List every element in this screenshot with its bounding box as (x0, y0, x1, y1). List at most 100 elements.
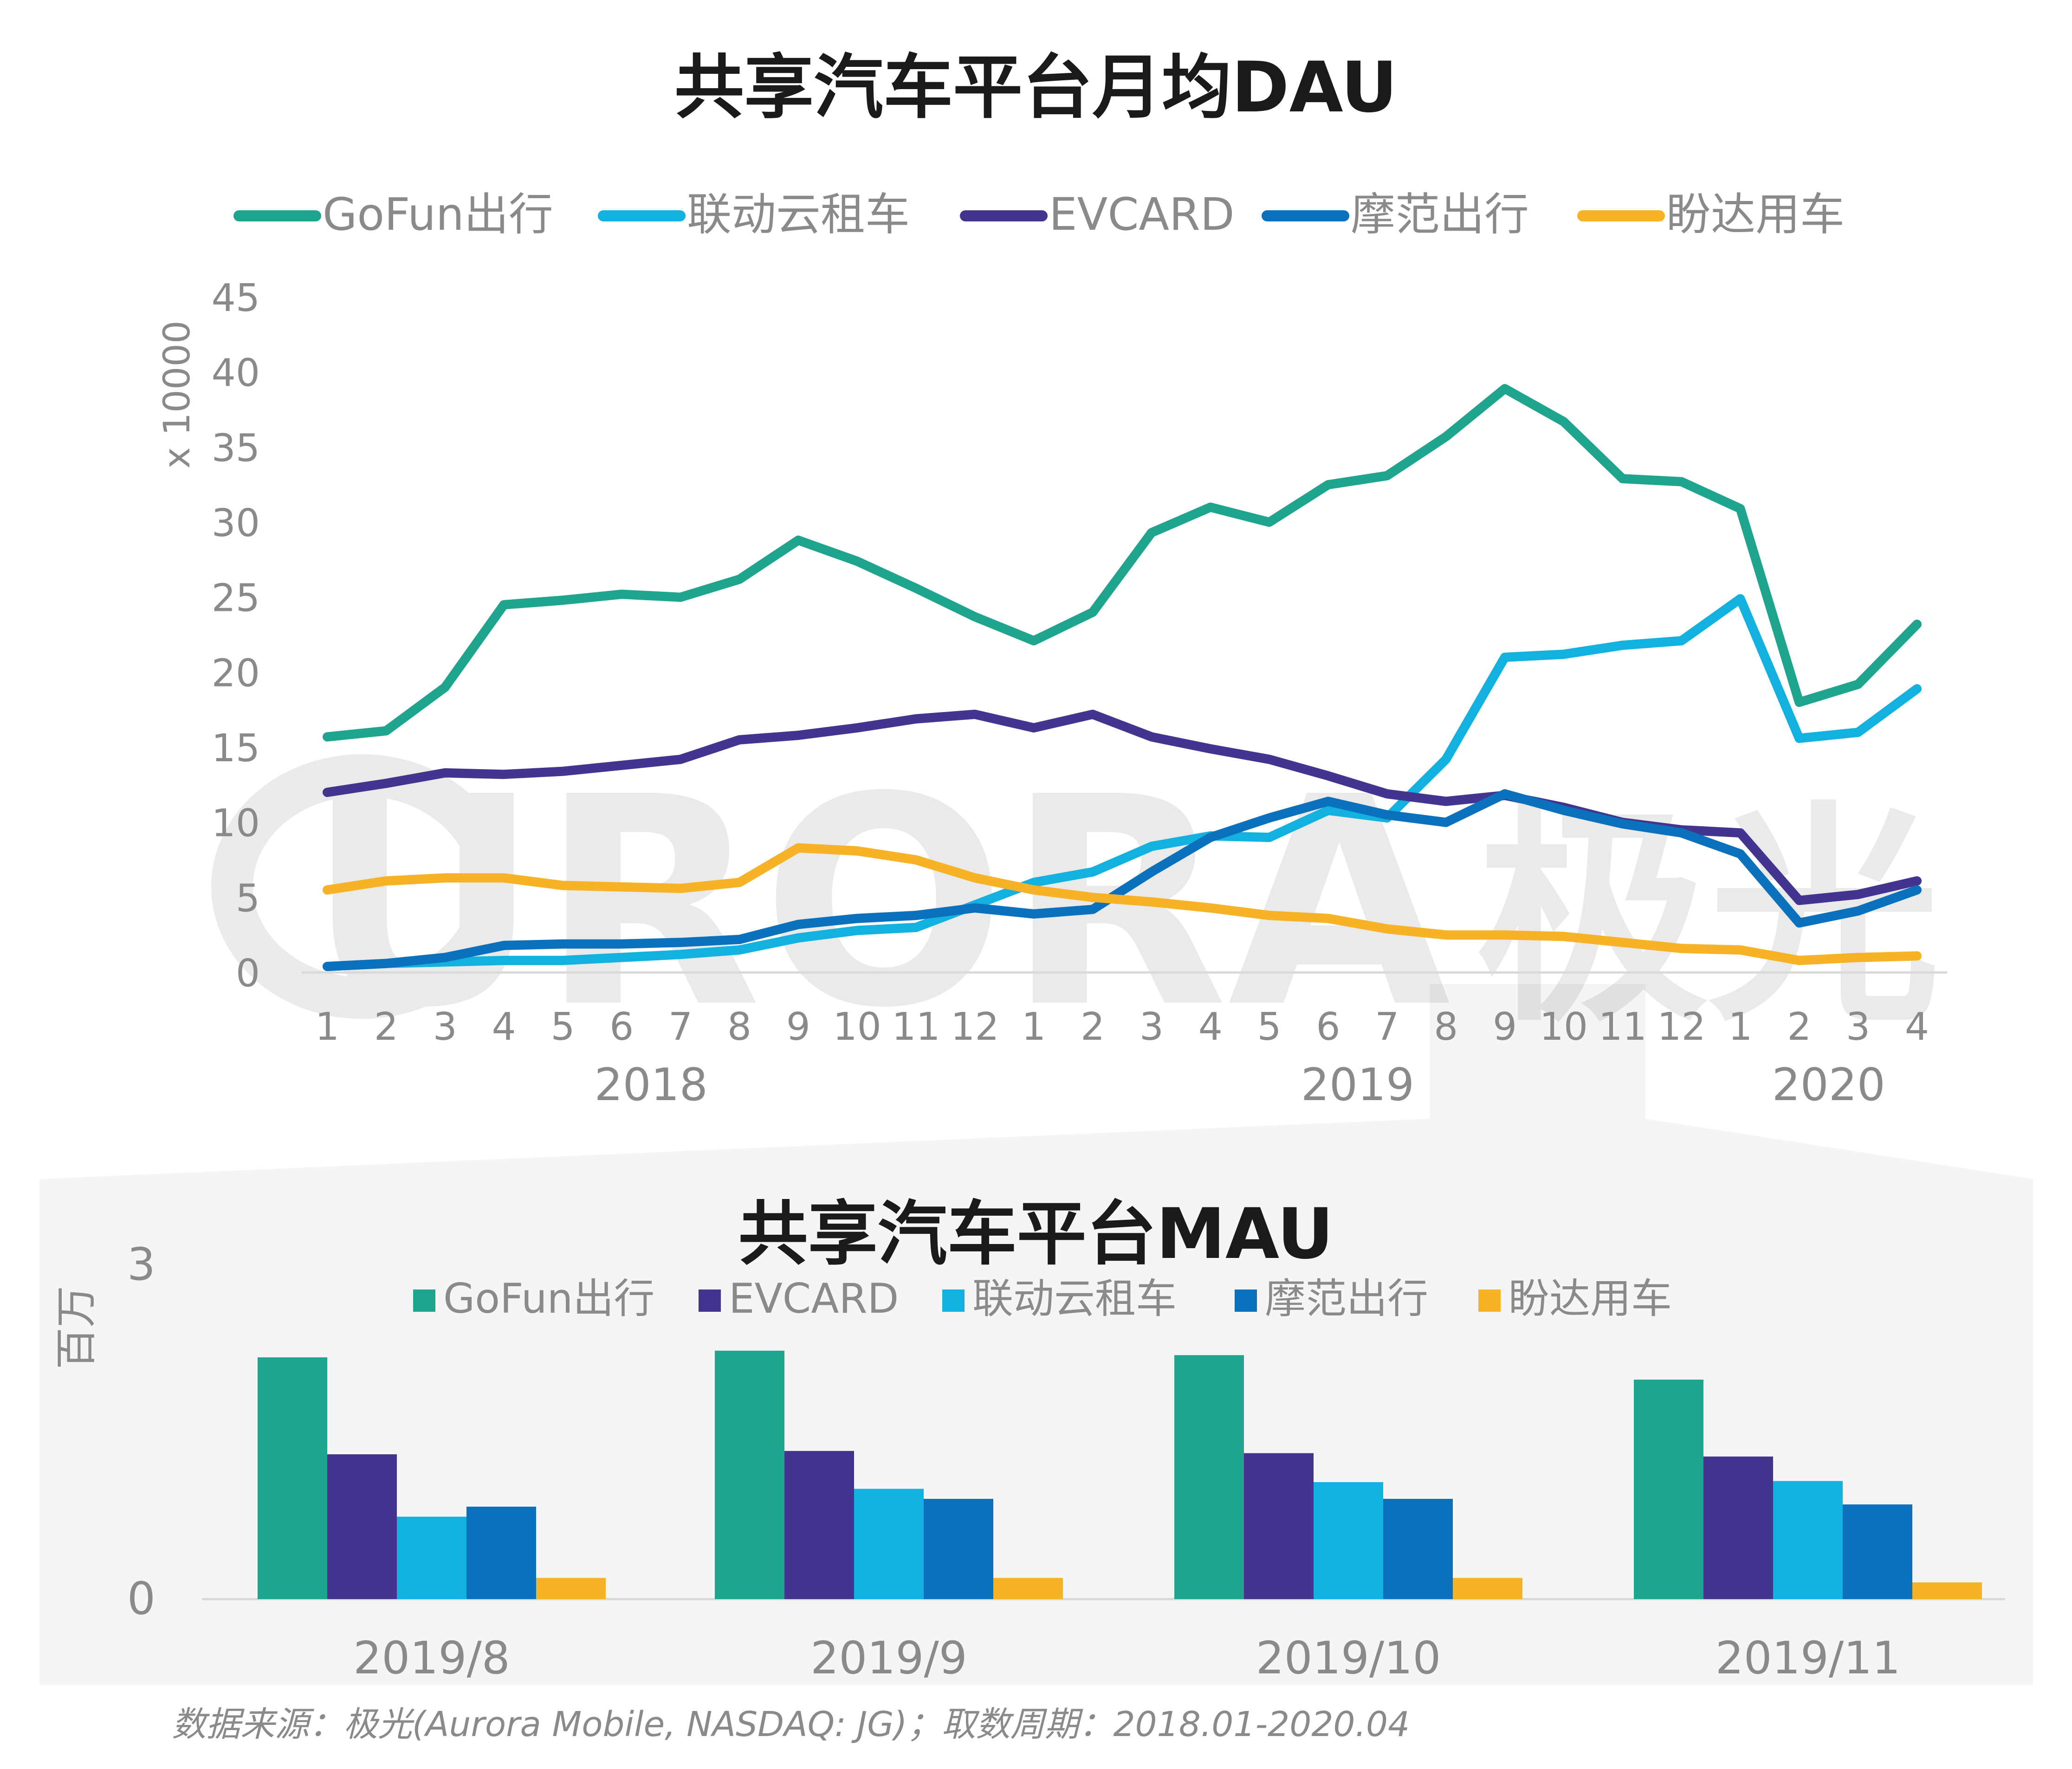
mau-bar (993, 1578, 1063, 1599)
dau-x-tick-label: 2 (1787, 1005, 1811, 1049)
mau-y-axis: 03 (127, 1238, 155, 1625)
aurora-watermark: URORA 极光 (211, 736, 1940, 1071)
dau-x-tick-label: 4 (1905, 1005, 1929, 1049)
dau-chart-title: 共享汽车平台月均DAU (674, 47, 1398, 128)
mau-bar (1703, 1456, 1773, 1599)
mau-legend-label: 摩范出行 (1265, 1275, 1428, 1322)
mau-y-tick-label: 3 (127, 1238, 155, 1290)
dau-x-tick-label: 3 (1846, 1005, 1870, 1049)
mau-bar (924, 1499, 993, 1599)
dau-y-tick-label: 5 (236, 876, 260, 920)
dau-year-labels: 2018 2019 2020 (595, 1059, 1885, 1111)
dau-y-tick-label: 45 (212, 276, 260, 320)
dau-x-tick-label: 3 (1140, 1005, 1164, 1049)
dau-x-tick-label: 11 (1599, 1005, 1647, 1049)
dau-series-line (323, 384, 1922, 742)
mau-y-axis-label: 百万 (52, 1286, 101, 1369)
mau-bar (327, 1454, 397, 1599)
mau-bar (784, 1451, 854, 1599)
mau-x-tick-label: 2019/9 (810, 1632, 967, 1684)
dau-legend-label: 盼达用车 (1666, 188, 1845, 240)
mau-legend-label: EVCARD (729, 1275, 899, 1322)
zoom-panel-background (39, 984, 2033, 1685)
source-note: 数据来源：极光(Aurora Mobile, NASDAQ: JG)；取数周期：… (172, 1704, 1410, 1744)
mau-legend-swatch (1478, 1289, 1501, 1312)
mau-bar (1314, 1482, 1383, 1599)
mau-legend-label: 盼达用车 (1509, 1275, 1672, 1322)
mau-chart-title: 共享汽车平台MAU (738, 1194, 1334, 1275)
mau-bar (1453, 1578, 1522, 1599)
dau-x-tick-label: 5 (550, 1005, 575, 1049)
mau-bar (1174, 1355, 1244, 1599)
mau-legend-swatch (1235, 1289, 1257, 1312)
dau-series-line (323, 594, 1922, 972)
dau-x-tick-label: 4 (1198, 1005, 1223, 1049)
mau-x-tick-label: 2019/10 (1256, 1632, 1441, 1684)
mau-legend-swatch (413, 1289, 435, 1312)
dau-y-tick-label: 40 (212, 351, 260, 395)
dau-y-axis: 0 5 10 15 20 25 30 35 40 45 (212, 276, 260, 996)
mau-bar (1843, 1504, 1912, 1599)
dau-y-tick-label: 30 (212, 501, 260, 545)
dau-x-tick-label: 7 (668, 1005, 693, 1049)
mau-legend-swatch (942, 1289, 965, 1312)
dau-x-tick-label: 8 (1434, 1005, 1458, 1049)
dau-y-tick-label: 25 (212, 577, 260, 621)
dau-x-tick-label: 6 (1316, 1005, 1340, 1049)
dau-series-line (323, 789, 1922, 972)
dau-y-tick-label: 20 (212, 651, 260, 695)
mau-bar (536, 1578, 606, 1599)
dau-y-axis-label: x 10000 (156, 320, 198, 468)
mau-bar (1773, 1481, 1843, 1599)
dau-y-tick-label: 15 (212, 726, 260, 771)
mau-bar (715, 1350, 784, 1599)
dau-x-tick-label: 10 (833, 1005, 881, 1049)
dau-year-label: 2019 (1301, 1059, 1414, 1111)
dau-legend-label: 摩范出行 (1351, 188, 1529, 240)
mau-bar (1912, 1582, 1982, 1599)
dau-legend: GoFun出行 联动云租车 EVCARD 摩范出行 盼达用车 (233, 188, 1845, 240)
dau-x-tick-label: 12 (1657, 1005, 1705, 1049)
dau-x-tick-label: 2 (374, 1005, 398, 1049)
mau-legend-label: GoFun出行 (443, 1275, 654, 1322)
dau-x-tick-label: 1 (1022, 1005, 1046, 1049)
dau-x-tick-label: 11 (892, 1005, 940, 1049)
dau-x-tick-label: 4 (492, 1005, 516, 1049)
dau-legend-label: GoFun出行 (323, 188, 553, 240)
mau-legend-label: 联动云租车 (972, 1275, 1177, 1322)
mau-x-tick-label: 2019/8 (353, 1632, 510, 1684)
dau-legend-label: 联动云租车 (687, 188, 910, 240)
dau-x-tick-label: 6 (609, 1005, 634, 1049)
dau-plot-area (323, 384, 1922, 972)
mau-legend-swatch (699, 1289, 721, 1312)
mau-y-tick-label: 0 (127, 1573, 155, 1625)
dau-x-tick-label: 9 (1493, 1005, 1517, 1049)
dau-legend-label: EVCARD (1049, 188, 1235, 240)
dau-x-tick-label: 3 (433, 1005, 457, 1049)
dau-y-tick-label: 0 (236, 952, 260, 996)
mau-bar (466, 1506, 536, 1599)
dau-year-label: 2018 (595, 1059, 708, 1111)
mau-legend: GoFun出行 EVCARD 联动云租车 摩范出行 盼达用车 (413, 1275, 1672, 1322)
mau-x-axis: 2019/8 2019/9 2019/10 2019/11 (353, 1632, 1900, 1684)
dau-year-label: 2020 (1772, 1059, 1885, 1111)
dau-x-tick-label: 5 (1257, 1005, 1282, 1049)
dau-y-tick-label: 10 (212, 802, 260, 846)
dau-x-tick-label: 2 (1081, 1005, 1105, 1049)
mau-bar (397, 1516, 466, 1599)
dau-x-tick-label: 8 (727, 1005, 751, 1049)
dau-x-tick-label: 12 (951, 1005, 999, 1049)
dau-x-tick-label: 1 (1728, 1005, 1752, 1049)
mau-bar (854, 1489, 924, 1599)
mau-bar (1244, 1453, 1314, 1599)
dau-x-tick-label: 9 (786, 1005, 810, 1049)
dau-y-tick-label: 35 (212, 426, 260, 470)
dau-x-tick-label: 7 (1375, 1005, 1399, 1049)
mau-x-tick-label: 2019/11 (1716, 1632, 1901, 1684)
mau-bar (1634, 1380, 1703, 1599)
mau-bar (258, 1357, 327, 1599)
mau-bar (1383, 1499, 1453, 1599)
dau-x-axis: 1 2 3 4 5 6 7 8 9 10 11 12 1 2 3 4 5 6 7 8 9 10 11 12 1 2 3 4 (315, 1005, 1929, 1049)
watermark-logo-icon (211, 754, 513, 1019)
